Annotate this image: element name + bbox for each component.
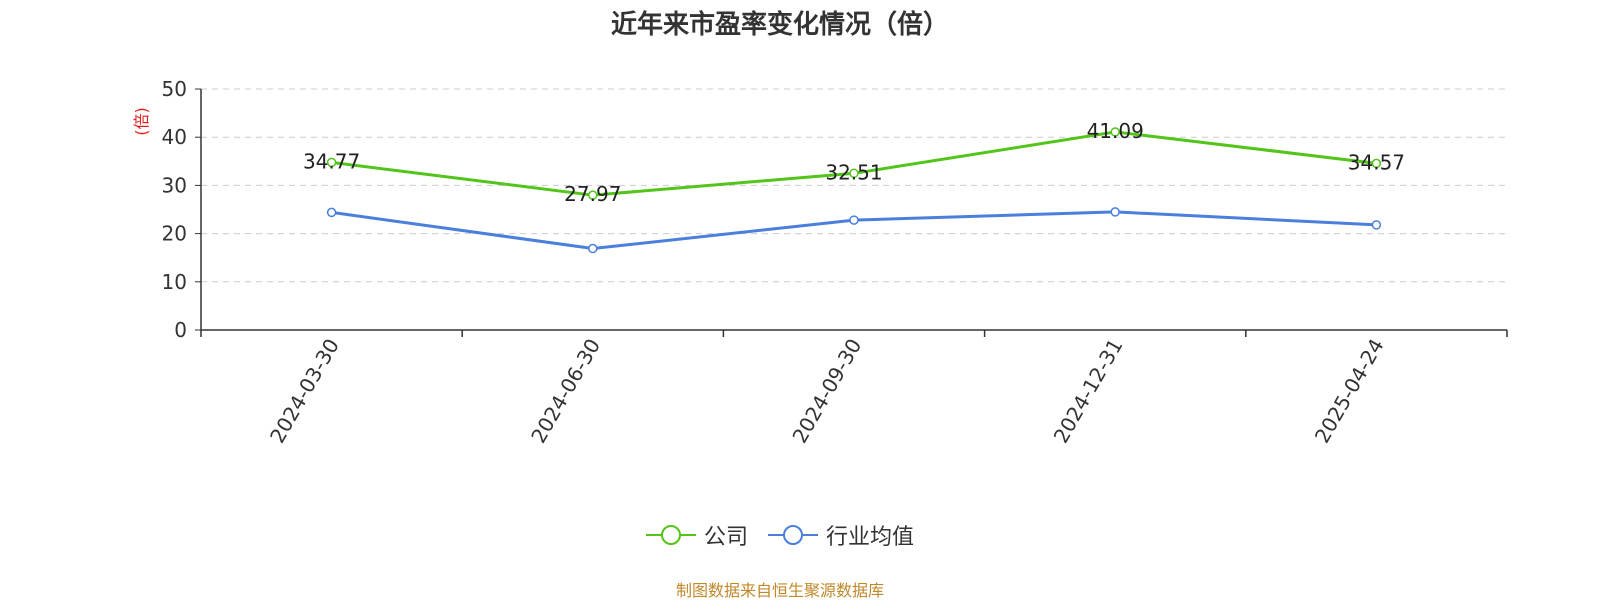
y-tick-label: 30	[162, 173, 187, 197]
y-tick-label: 40	[162, 125, 187, 149]
data-point[interactable]	[1110, 207, 1120, 217]
data-label: 32.51	[825, 160, 882, 184]
data-point[interactable]	[1110, 127, 1120, 137]
legend: 公司 行业均值	[0, 519, 1600, 551]
data-point[interactable]	[1371, 220, 1382, 230]
legend-label-company: 公司	[703, 525, 748, 550]
series-lines	[326, 127, 1382, 254]
grid-lines	[201, 88, 1507, 283]
x-tick-label: 2024-06-30	[526, 335, 605, 448]
data-label: 41.09	[1087, 119, 1144, 143]
y-tick-label: 10	[162, 270, 187, 294]
x-tick-label: 2024-12-31	[1049, 335, 1128, 448]
legend-label-industry-average: 行业均值	[826, 525, 915, 550]
data-point[interactable]	[849, 215, 859, 225]
y-tick-label: 20	[162, 222, 187, 246]
data-point[interactable]	[326, 207, 337, 218]
data-labels: 34.77 27.97 32.51 41.09 34.57	[303, 119, 1405, 206]
y-tick-label: 0	[174, 318, 187, 342]
legend-line-circle-icon	[645, 525, 696, 545]
chart-title: 近年来市盈率变化情况（倍）	[610, 10, 949, 40]
data-point[interactable]	[326, 157, 337, 168]
data-label: 27.97	[564, 182, 621, 206]
y-axis-label: (倍)	[132, 107, 151, 136]
data-point[interactable]	[849, 168, 859, 179]
legend-item-company[interactable]: 公司	[645, 519, 748, 551]
x-tick-label: 2025-04-24	[1310, 335, 1389, 448]
y-tick-label: 50	[162, 77, 187, 101]
x-tick-label: 2024-03-30	[265, 335, 344, 448]
source-note: 制图数据来自恒生聚源数据库	[675, 581, 884, 600]
data-label: 34.77	[303, 149, 360, 173]
data-point[interactable]	[1371, 158, 1382, 169]
data-point[interactable]	[588, 190, 598, 200]
legend-item-industry-average[interactable]: 行业均值	[768, 519, 914, 551]
data-label: 34.57	[1348, 150, 1405, 174]
x-tick-label: 2024-09-30	[787, 335, 866, 448]
data-point[interactable]	[588, 243, 598, 254]
axes: 0 10 20 30 40 50 (倍) 2024-03-30 2024-06-30 2024-0…	[132, 77, 1508, 448]
legend-line-circle-icon	[768, 525, 818, 545]
